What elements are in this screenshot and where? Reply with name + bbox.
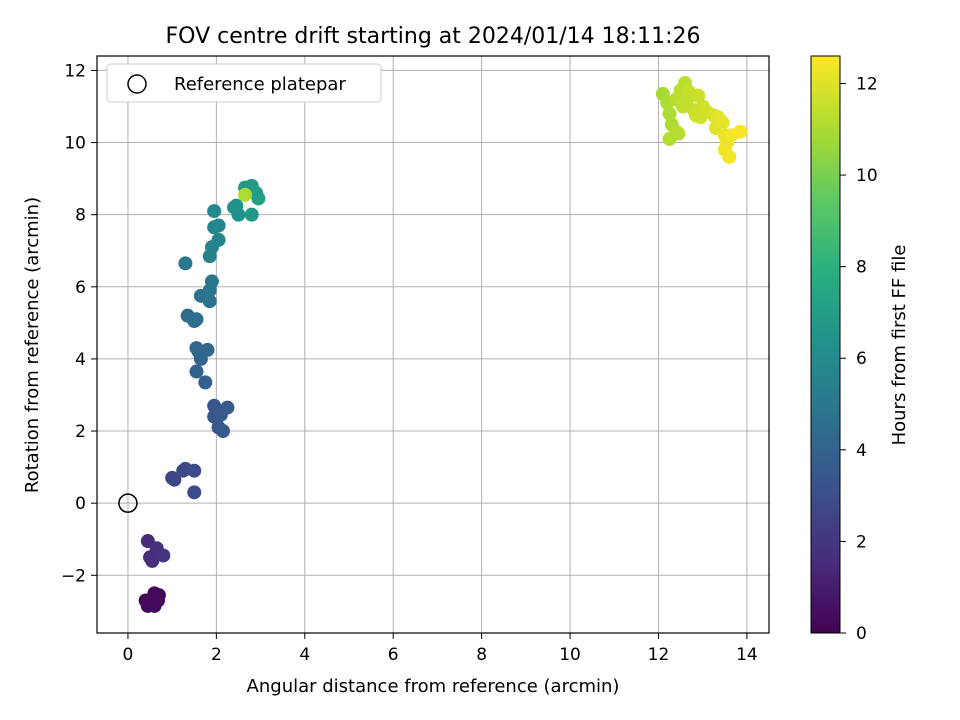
colorbar-gradient	[810, 55, 841, 634]
data-point	[207, 204, 222, 219]
legend-box	[106, 63, 382, 103]
x-tick-label: 10	[559, 645, 581, 665]
data-point	[151, 593, 166, 608]
data-point	[715, 115, 730, 130]
data-point	[187, 463, 202, 478]
data-points	[138, 76, 748, 613]
data-point	[722, 149, 737, 164]
colorbar-tick-label: 2	[856, 532, 867, 552]
y-tick-label: 2	[75, 422, 86, 442]
data-point	[691, 88, 706, 103]
y-tick-label: 8	[75, 206, 86, 226]
colorbar-tick-label: 6	[856, 349, 867, 369]
y-tick-label: 6	[75, 278, 86, 298]
data-point	[145, 553, 160, 568]
colorbar-tick-label: 0	[856, 624, 867, 644]
data-point	[198, 375, 213, 390]
legend-entry: Reference platepar	[174, 74, 346, 95]
data-point	[211, 218, 226, 233]
data-point	[202, 294, 217, 309]
colorbar-tick-label: 10	[856, 166, 878, 186]
colorbar-label: Hours from first FF file	[889, 245, 910, 446]
grid-lines	[97, 56, 769, 633]
data-point	[178, 256, 193, 271]
data-point	[662, 106, 677, 121]
colorbar-tick-label: 4	[856, 441, 867, 461]
data-point	[187, 485, 202, 500]
x-tick-label: 6	[388, 645, 399, 665]
data-point	[671, 126, 686, 141]
data-point	[167, 472, 182, 487]
y-tick-label: 12	[64, 61, 86, 81]
data-point	[156, 548, 171, 563]
x-axis-ticks: 0 2 4 6 8 10 12 14	[123, 633, 758, 665]
colorbar-tick-label: 12	[856, 74, 878, 94]
colorbar: 0 2 4 6 8 10 12 Hours from first FF file	[810, 55, 910, 644]
y-tick-label: 10	[64, 134, 86, 154]
data-point	[189, 364, 204, 379]
x-tick-label: 14	[736, 645, 758, 665]
data-point	[220, 400, 235, 415]
data-point	[204, 274, 219, 289]
data-point	[244, 207, 259, 222]
x-tick-label: 8	[476, 645, 487, 665]
data-point	[211, 232, 226, 247]
y-axis-ticks: −2 0 2 4 6 8 10 12	[61, 61, 97, 586]
chart-title: FOV centre drift starting at 2024/01/14 …	[166, 24, 701, 49]
data-point	[229, 198, 244, 213]
data-point	[251, 191, 266, 206]
y-tick-label: −2	[61, 566, 86, 586]
data-point	[216, 424, 230, 439]
data-point	[200, 342, 215, 357]
data-point	[238, 187, 253, 202]
colorbar-tick-label: 8	[856, 258, 867, 278]
colorbar-ticks: 0 2 4 6 8 10 12	[840, 74, 878, 644]
reference-point-marker	[118, 493, 138, 513]
plot-frame	[96, 55, 770, 634]
x-tick-label: 4	[299, 645, 310, 665]
x-tick-label: 12	[648, 645, 670, 665]
y-tick-label: 4	[75, 350, 86, 370]
y-tick-label: 0	[75, 494, 86, 514]
legend-marker	[127, 74, 147, 94]
x-tick-label: 2	[211, 645, 222, 665]
data-point	[733, 124, 748, 139]
x-axis-label: Angular distance from reference (arcmin)	[247, 676, 620, 697]
x-tick-label: 0	[123, 645, 134, 665]
data-point	[189, 312, 204, 327]
y-axis-label: Rotation from reference (arcmin)	[22, 197, 43, 493]
legend: Reference platepar	[106, 63, 382, 103]
